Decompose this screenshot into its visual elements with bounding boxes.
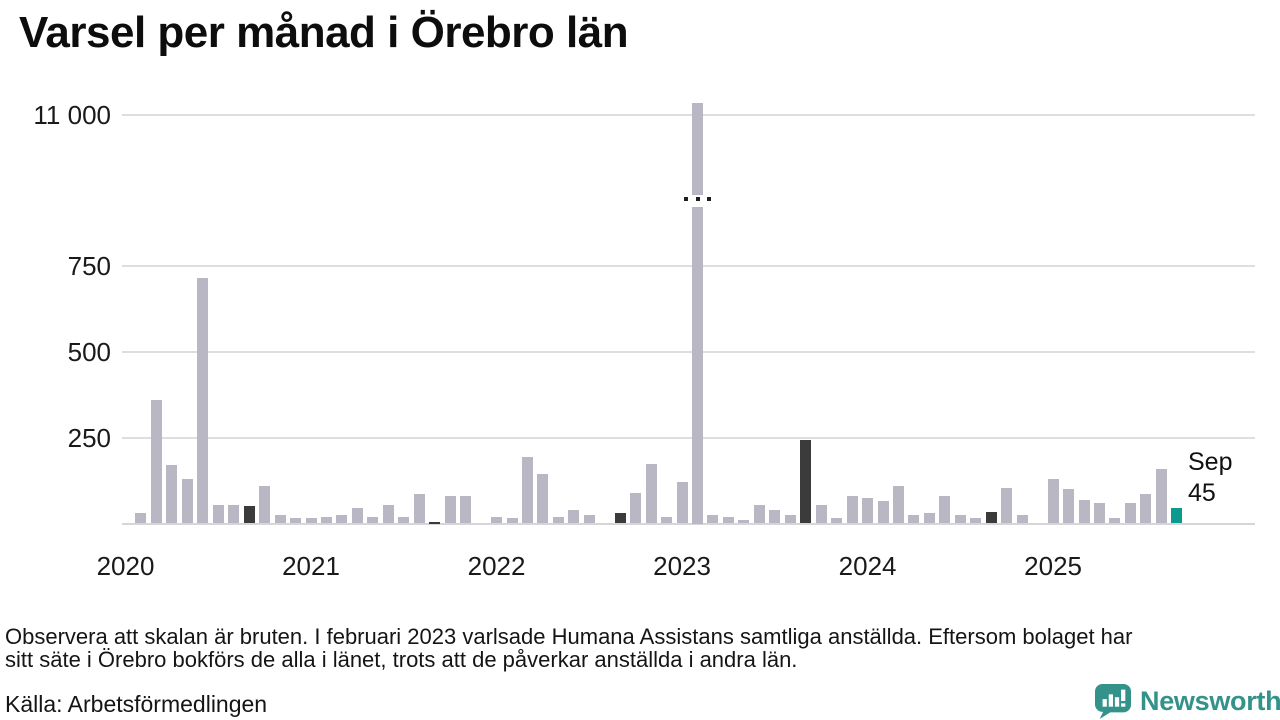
bar-2022-07 [583, 514, 595, 524]
bar-2020-07 [212, 504, 224, 524]
bar-2024-03 [893, 485, 904, 524]
newsworthy-logo-icon [1095, 683, 1131, 719]
bar-2023-12 [846, 496, 858, 524]
bar-2024-02 [877, 501, 889, 524]
bar-2020-09 [243, 506, 255, 524]
bar-2020-12 [290, 518, 302, 524]
x-axis-baseline [122, 523, 1255, 525]
source-attribution: Källa: Arbetsförmedlingen [5, 691, 268, 717]
bar-2025-02 [1063, 489, 1075, 524]
bar-2022-11 [645, 463, 657, 524]
bar-2021-05 [367, 516, 379, 524]
bar-2023-11 [831, 518, 843, 524]
bar-2021-02 [320, 516, 332, 524]
bar-2020-05 [181, 478, 193, 524]
bar-2020-10 [259, 485, 271, 524]
y-axis-label-500: 500 [67, 337, 111, 368]
gridline-750 [122, 265, 1255, 268]
bar-2023-04 [722, 516, 734, 524]
bar-2025-07 [1140, 494, 1152, 524]
axis-break-dot-0 [684, 197, 689, 201]
bar-2023-02-lower [692, 207, 704, 524]
bar-2023-05 [738, 520, 750, 524]
bar-2024-08 [970, 518, 982, 524]
x-axis-label-2024: 2024 [838, 551, 897, 581]
x-axis-label-2021: 2021 [282, 551, 340, 581]
chart-title: Varsel per månad i Örebro län [19, 8, 629, 57]
bar-2021-03 [336, 514, 348, 524]
bar-2021-06 [382, 504, 394, 524]
bar-2024-09 [985, 511, 997, 524]
bar-2024-01 [862, 497, 874, 524]
bar-2020-03 [150, 400, 162, 524]
bar-2023-10 [815, 504, 827, 524]
bar-2024-11 [1016, 514, 1028, 524]
bar-2022-02 [506, 518, 518, 524]
bar-2021-10 [444, 496, 456, 524]
x-axis-label-2023: 2023 [653, 551, 711, 581]
axis-break-dot-1 [695, 197, 700, 201]
bar-2024-07 [954, 514, 966, 524]
gridline-500 [122, 351, 1255, 354]
bar-2024-04 [908, 514, 920, 524]
bar-2022-04 [537, 473, 549, 524]
bar-2021-01 [305, 518, 317, 524]
newsworthy-logo: Newsworthy [1094, 683, 1280, 719]
annotation-value: 45 [1188, 479, 1216, 507]
bar-2024-10 [1001, 487, 1013, 524]
footnote-line-2: sitt säte i Örebro bokförs de alla i län… [5, 647, 798, 672]
x-axis-label-2020: 2020 [96, 551, 155, 581]
latest-value-annotation: Sep 45 [1188, 447, 1232, 509]
bar-2023-03 [707, 514, 719, 524]
gridline-250 [122, 436, 1255, 439]
bar-2023-06 [753, 504, 765, 524]
y-axis-label-11000: 11 000 [33, 99, 111, 130]
bar-2023-07 [769, 509, 781, 524]
bar-2025-03 [1078, 499, 1090, 524]
x-axis-label-2025: 2025 [1024, 551, 1083, 581]
bar-2022-12 [661, 516, 673, 524]
footnote-line-1: Observera att skalan är bruten. I februa… [5, 624, 1133, 649]
bar-2023-02-upper [692, 103, 704, 195]
bar-2025-04 [1093, 502, 1105, 524]
bar-2020-08 [228, 504, 240, 524]
y-axis-label-250: 250 [67, 422, 111, 453]
gridline-11000 [122, 113, 1255, 116]
footnote: Observera att skalan är bruten. I februa… [5, 625, 1279, 671]
bar-2021-09 [429, 521, 441, 524]
bar-2025-05 [1109, 518, 1121, 524]
bar-2021-07 [398, 516, 410, 524]
x-axis-label-2022: 2022 [467, 551, 526, 581]
bar-2023-09 [800, 439, 812, 524]
bar-2025-06 [1124, 502, 1136, 524]
bar-2022-05 [552, 516, 564, 524]
bar-2024-06 [939, 496, 951, 524]
bar-2025-08 [1155, 468, 1167, 524]
bar-2023-01 [676, 482, 688, 524]
bar-2025-01 [1047, 478, 1059, 524]
bar-2023-08 [784, 514, 796, 524]
bar-2024-05 [923, 513, 935, 524]
bar-2022-09 [614, 513, 626, 524]
bar-2021-04 [351, 508, 363, 524]
bar-2021-11 [460, 496, 472, 524]
bar-2022-06 [568, 509, 580, 524]
bar-2025-09 [1171, 508, 1183, 524]
bar-2020-11 [274, 514, 286, 524]
newsworthy-logo-text: Newsworthy [1140, 685, 1280, 716]
annotation-month-label: Sep [1188, 448, 1233, 476]
y-axis-label-750: 750 [67, 251, 111, 282]
bar-2020-06 [197, 278, 209, 524]
bar-2022-03 [521, 456, 533, 524]
axis-break-dot-2 [707, 197, 712, 201]
bar-2020-04 [166, 465, 178, 524]
bar-2021-08 [413, 494, 425, 524]
bar-2022-01 [491, 516, 503, 524]
bar-2022-10 [630, 492, 642, 524]
bar-2020-02 [135, 513, 147, 524]
